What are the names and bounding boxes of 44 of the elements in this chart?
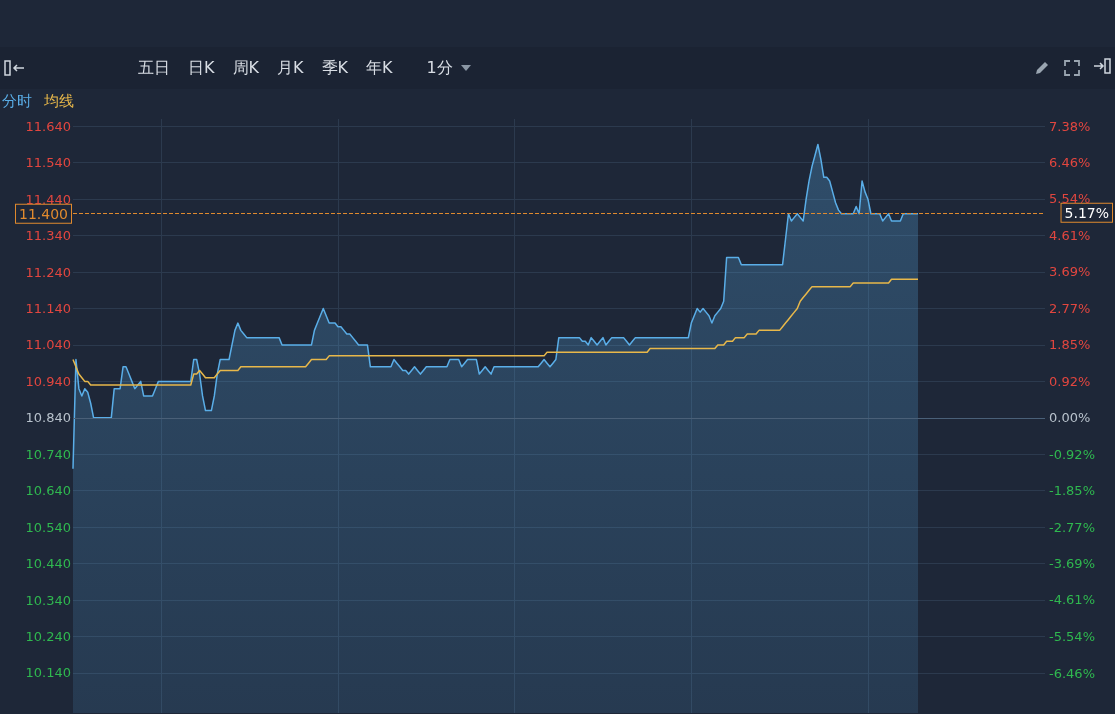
y2-tick-label: -2.77%	[1049, 519, 1095, 535]
text: 五日	[138, 57, 170, 79]
y2-tick-label: -6.46%	[1049, 665, 1095, 681]
y-tick-label: 11.440	[25, 191, 71, 207]
y-tick-label: 10.140	[25, 665, 71, 681]
y2-tick-label: -5.54%	[1049, 629, 1095, 645]
y-tick-label: 10.940	[25, 373, 71, 389]
y-tick-label: 11.640	[25, 118, 71, 134]
y2-tick-label: -3.69%	[1049, 556, 1095, 572]
line-series	[72, 278, 919, 386]
text: 日K	[188, 57, 215, 79]
y2-tick-label: -0.92%	[1049, 446, 1095, 462]
y2-tick-label: 0.92%	[1049, 373, 1091, 389]
y2-tick-label: -1.85%	[1049, 483, 1095, 499]
y2-tick-label: 0.00%	[1049, 410, 1091, 426]
y2-tick-label: 4.61%	[1049, 228, 1091, 244]
y-tick-label: 11.540	[25, 155, 71, 171]
y-tick-label: 10.440	[25, 556, 71, 572]
text: 年K	[366, 57, 393, 79]
y2-tick-label: 3.69%	[1049, 264, 1091, 280]
text: 1分	[426, 57, 453, 79]
y2-tick-label: 7.38%	[1049, 118, 1091, 134]
y-tick-label: 11.240	[25, 264, 71, 280]
legend-label: 分时	[2, 91, 32, 110]
y-tick-label: 10.540	[25, 519, 71, 535]
y2-tick-label: 2.77%	[1049, 300, 1091, 316]
y2-tick-label: 1.85%	[1049, 337, 1091, 353]
y-tick-label: 10.840	[25, 410, 71, 426]
y-tick-label: 10.240	[25, 628, 71, 644]
y-tick-label: 10.640	[25, 483, 71, 499]
y-tick-label: 10.740	[25, 446, 71, 462]
text: 周K	[232, 57, 259, 79]
y-tick-label: 10.340	[25, 592, 71, 608]
text: 季K	[321, 57, 348, 79]
y-tick-label: 11.340	[25, 228, 71, 244]
y-tick-label: 11.140	[25, 301, 71, 316]
y2-tick-label: -4.61%	[1049, 592, 1095, 608]
ref-line-label: 11.400	[19, 205, 68, 222]
text: 5.17%	[1064, 204, 1110, 221]
y-tick-label: 11.040	[25, 337, 71, 353]
y2-tick-label: 5.54%	[1049, 191, 1091, 207]
text: 均线	[43, 91, 74, 110]
text: 月K	[277, 57, 304, 79]
y2-tick-label: 6.46%	[1049, 154, 1091, 170]
